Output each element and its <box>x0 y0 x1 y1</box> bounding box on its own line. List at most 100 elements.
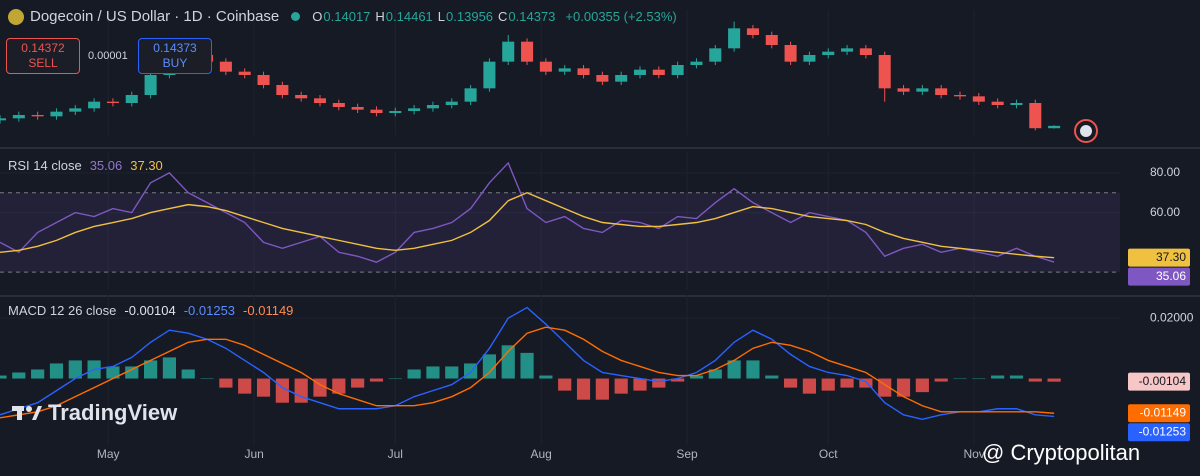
ohlc-value: 0.14017 <box>323 9 371 24</box>
histogram-bar <box>991 375 1005 379</box>
histogram-bar <box>1028 378 1042 382</box>
macd-title: MACD 12 26 close <box>8 303 117 318</box>
macd-value: -0.01253 <box>183 303 236 318</box>
price-label: 35.06 <box>1156 269 1186 283</box>
candle-body <box>784 45 797 62</box>
histogram-bar <box>1009 375 1024 379</box>
ohlc-label: H <box>375 9 385 24</box>
histogram-bar <box>445 366 459 379</box>
histogram-bar <box>238 378 252 394</box>
histogram-bar <box>859 378 873 388</box>
candle-body <box>596 75 609 82</box>
candle-body <box>1029 103 1042 129</box>
candle-body <box>257 75 270 85</box>
ohlc-value: 0.13956 <box>446 9 494 24</box>
signal-value: -0.01149 <box>243 303 294 318</box>
candle-body <box>991 101 1004 105</box>
histogram-bar <box>200 378 214 380</box>
candle-body <box>219 61 232 72</box>
candle-body <box>483 61 496 89</box>
price-label: 37.30 <box>1156 250 1186 264</box>
histogram-bar <box>821 378 835 391</box>
histogram-bar <box>31 369 45 379</box>
buy-button[interactable]: 0.14373 BUY <box>138 38 212 74</box>
histogram-bar <box>671 378 685 382</box>
histogram-bar <box>275 378 289 403</box>
event-icon[interactable] <box>1074 119 1098 143</box>
plot-layer: May Jun Jul Aug Sep Oct Nov 80.00 60.00 0.02000 37… <box>0 10 1194 461</box>
candle-body <box>953 95 967 97</box>
tradingview-text: TradingView <box>48 400 178 425</box>
candle-body <box>125 95 138 103</box>
event-icon-center[interactable] <box>1080 125 1092 137</box>
histogram-bar <box>125 366 139 379</box>
candle-body <box>690 61 703 65</box>
candle-body <box>351 107 364 110</box>
histogram-bar <box>388 378 402 380</box>
histogram-bar <box>407 369 421 379</box>
sell-button[interactable]: 0.14372 SELL <box>6 38 80 74</box>
histogram-bar <box>181 369 195 379</box>
histogram-bar <box>426 366 440 379</box>
market-status <box>291 12 301 21</box>
candle-body <box>389 111 402 113</box>
histogram-bar <box>482 354 496 379</box>
histogram-bar <box>746 360 760 379</box>
candle-body <box>803 55 816 62</box>
y-tick-label: 80.00 <box>1150 165 1180 179</box>
ohlc-label: L <box>437 9 446 24</box>
tradingview-logo <box>12 406 42 420</box>
candle-body <box>445 101 458 105</box>
candle-body <box>502 41 515 62</box>
histogram-bar <box>219 378 233 388</box>
histogram-bar <box>633 378 647 391</box>
candle-body <box>370 109 383 113</box>
histogram-bar <box>727 360 741 379</box>
cryptopolitan-watermark: @ Cryptopolitan <box>982 440 1141 465</box>
price-label: -0.01253 <box>1139 424 1187 438</box>
buy-label: BUY <box>162 56 188 70</box>
candle-body <box>765 35 778 45</box>
histogram-bar <box>0 375 7 379</box>
rsi-band <box>0 192 1120 273</box>
ohlc-label: O <box>312 9 323 24</box>
rsi-legend: RSI 14 close 35.06 37.30 <box>8 158 163 173</box>
x-tick-label: Jul <box>388 447 403 461</box>
price-label: -0.00104 <box>1139 374 1187 388</box>
candle-body <box>728 28 741 49</box>
histogram-bar <box>840 378 854 388</box>
candle-body <box>615 75 628 82</box>
histogram-bar <box>896 378 911 397</box>
histogram-bar <box>576 378 591 400</box>
sell-price: 0.14372 <box>21 41 65 55</box>
candle-body <box>878 55 891 89</box>
candle-body <box>69 108 82 112</box>
price-label: -0.01149 <box>1140 405 1187 419</box>
price-change: +0.00355 (+2.53%) <box>565 9 677 24</box>
candle-body <box>709 48 722 62</box>
indicator-line <box>0 191 1055 259</box>
candle-body <box>1048 125 1061 129</box>
candle-body <box>935 88 948 95</box>
coin-icon <box>8 8 24 25</box>
histogram-bar <box>915 378 929 393</box>
histogram-bar <box>256 378 271 397</box>
rsi-ma-value: 37.30 <box>130 158 163 173</box>
y-tick-label: 0.02000 <box>1150 310 1194 324</box>
candle-body <box>88 101 101 109</box>
ohlc-row: O 0.14017 H 0.14461 L 0.13956 C 0.14373 <box>312 9 559 24</box>
histogram-bar <box>294 378 308 403</box>
histogram-bar <box>144 360 158 379</box>
indicator-line <box>0 306 1055 421</box>
indicator-line <box>0 326 1055 419</box>
price-label-box <box>1128 372 1190 391</box>
candle-body <box>144 75 157 95</box>
histogram-bar <box>1047 378 1061 382</box>
sell-label: SELL <box>28 56 58 70</box>
histogram-bar <box>68 360 82 379</box>
candle-body <box>972 96 985 102</box>
candle-body <box>238 71 251 75</box>
histogram-bar <box>558 378 572 391</box>
